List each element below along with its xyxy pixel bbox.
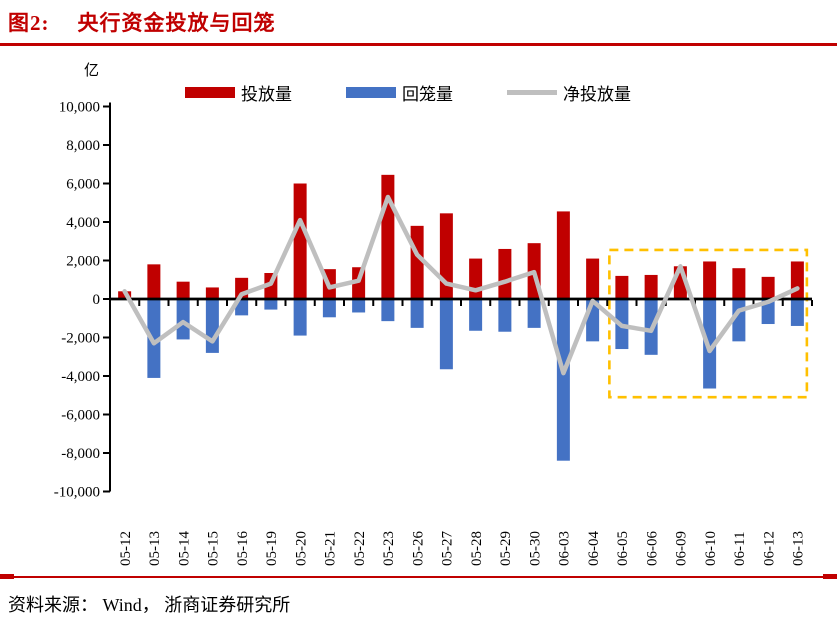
legend-label-injection: 投放量 xyxy=(241,85,292,104)
withdrawal-bar xyxy=(381,299,395,322)
y-axis-tick-label: -2,000 xyxy=(61,331,100,347)
y-axis-tick-label: 10,000 xyxy=(59,100,100,116)
legend-item-withdrawal: 回笼量 xyxy=(346,80,453,105)
x-axis-category-label: 06-11 xyxy=(732,532,748,566)
x-axis-category-label: 05-30 xyxy=(527,531,543,566)
x-axis-category-label: 06-06 xyxy=(644,531,660,566)
injection-bar xyxy=(556,211,570,299)
injection-bar xyxy=(732,268,746,299)
x-axis-category-label: 05-20 xyxy=(293,531,309,566)
x-axis-category-label: 06-09 xyxy=(674,531,690,566)
legend-label-withdrawal: 回笼量 xyxy=(402,85,453,104)
x-axis-category-label: 05-22 xyxy=(352,531,368,566)
withdrawal-bar xyxy=(293,299,307,336)
x-axis-category-label: 05-15 xyxy=(206,531,222,566)
bottom-divider-endcap-left xyxy=(0,574,14,579)
withdrawal-bar xyxy=(703,299,717,389)
y-axis-tick-label: 2,000 xyxy=(66,254,100,270)
withdrawal-bar xyxy=(322,299,336,318)
x-axis-category-label: 06-05 xyxy=(615,531,631,566)
withdrawal-bar xyxy=(205,299,219,353)
y-axis-tick-label: -10,000 xyxy=(54,485,100,501)
y-axis-tick-label: 0 xyxy=(93,292,101,308)
y-axis-tick-label: -6,000 xyxy=(61,408,100,424)
y-axis-tick-label: 4,000 xyxy=(66,215,100,231)
x-axis-category-label: 05-23 xyxy=(381,531,397,566)
injection-bar xyxy=(147,264,161,299)
y-axis-tick-label: -8,000 xyxy=(61,446,100,462)
legend-swatch-net xyxy=(507,90,557,95)
bottom-divider-endcap-right xyxy=(823,574,837,579)
y-axis-tick-label: 6,000 xyxy=(66,177,100,193)
injection-bar xyxy=(410,225,424,299)
x-axis-category-label: 06-10 xyxy=(703,531,719,566)
legend-label-net: 净投放量 xyxy=(563,85,631,104)
injection-bar xyxy=(790,261,804,299)
injection-bar xyxy=(586,258,600,299)
x-axis-category-label: 05-19 xyxy=(264,531,280,566)
y-axis-tick-label: 8,000 xyxy=(66,138,100,154)
withdrawal-bar xyxy=(498,299,512,332)
x-axis-category-label: 06-03 xyxy=(557,531,573,566)
injection-bar xyxy=(469,258,483,299)
withdrawal-bar xyxy=(176,299,190,340)
withdrawal-bar xyxy=(439,299,453,370)
figure-header: 图2: 央行资金投放与回笼 xyxy=(8,7,276,37)
x-axis-category-label: 05-16 xyxy=(235,531,251,566)
withdrawal-bar xyxy=(147,299,161,378)
withdrawal-bar xyxy=(469,299,483,331)
x-axis-category-label: 06-12 xyxy=(761,531,777,566)
chart-legend: 投放量 回笼量 净投放量 xyxy=(185,80,631,105)
legend-swatch-withdrawal xyxy=(346,87,396,98)
x-axis-category-label: 05-28 xyxy=(469,531,485,566)
figure-number-label: 图2: xyxy=(8,11,50,35)
legend-swatch-injection xyxy=(185,87,235,98)
injection-bar xyxy=(176,281,190,299)
injection-bar xyxy=(498,248,512,299)
y-axis-tick-label: -4,000 xyxy=(61,369,100,385)
x-axis-category-label: 05-29 xyxy=(498,531,514,566)
withdrawal-bar xyxy=(352,299,366,313)
injection-bar xyxy=(205,287,219,299)
x-axis-category-label: 05-26 xyxy=(410,531,426,566)
withdrawal-bar xyxy=(790,299,804,326)
withdrawal-bar xyxy=(410,299,424,328)
injection-bar xyxy=(293,183,307,299)
bottom-divider-line xyxy=(0,576,837,578)
x-axis-category-label: 05-13 xyxy=(147,531,163,566)
injection-bar xyxy=(703,261,717,299)
highlight-box xyxy=(608,248,809,399)
withdrawal-bar xyxy=(556,299,570,461)
injection-bar xyxy=(381,174,395,299)
y-axis-unit-label: 亿 xyxy=(84,63,100,79)
withdrawal-bar xyxy=(527,299,541,328)
legend-item-net: 净投放量 xyxy=(507,80,631,105)
withdrawal-bar xyxy=(761,299,775,325)
legend-item-injection: 投放量 xyxy=(185,80,292,105)
injection-bar xyxy=(615,275,629,299)
x-axis-category-label: 05-14 xyxy=(176,531,192,566)
net-injection-line xyxy=(122,194,800,376)
top-divider-line xyxy=(0,43,837,46)
x-axis-category-label: 06-13 xyxy=(791,531,807,566)
x-axis-category-label: 05-21 xyxy=(323,531,339,566)
x-axis-category-label: 05-12 xyxy=(118,531,134,566)
injection-bar xyxy=(644,274,658,299)
x-axis-category-label: 05-27 xyxy=(440,531,456,566)
injection-bar xyxy=(761,276,775,299)
central-bank-omo-chart: 10,000 8,000 6,000 4,000 2,000 0 -2,000 -4,000 -… xyxy=(54,100,813,566)
x-axis-category-label: 06-04 xyxy=(586,531,602,566)
figure-title: 央行资金投放与回笼 xyxy=(77,11,276,35)
source-note: 资料来源： Wind， 浙商证券研究所 xyxy=(8,595,291,615)
withdrawal-bar xyxy=(264,299,278,310)
